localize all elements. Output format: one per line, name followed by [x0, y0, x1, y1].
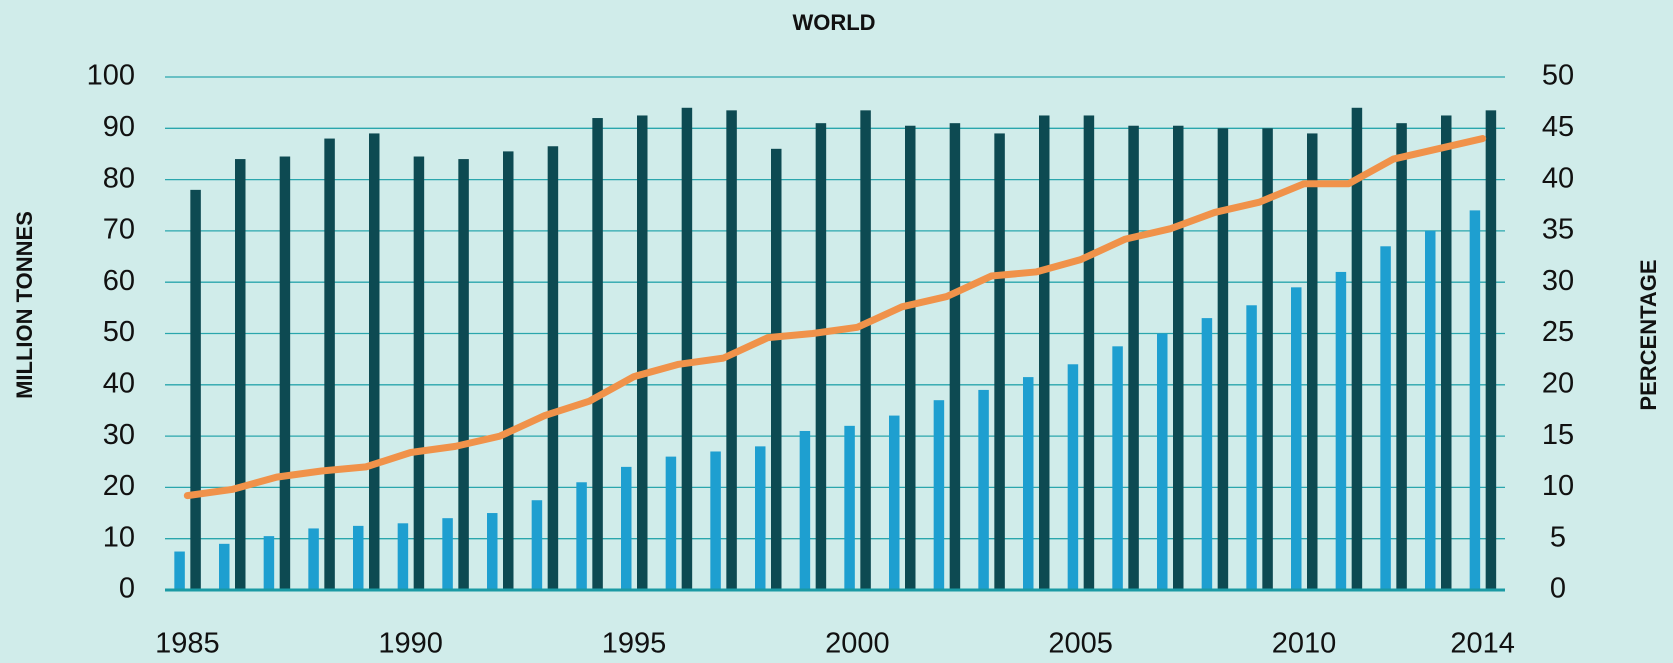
bar [324, 138, 335, 590]
y-tick-label: 20 [103, 470, 135, 502]
bar [1128, 125, 1139, 591]
bar [174, 551, 185, 590]
bar [279, 156, 291, 590]
bar [369, 133, 380, 590]
y-tick-label: 0 [119, 573, 135, 605]
y-axis-title: MILLION TONNES [12, 211, 37, 399]
bar [681, 107, 693, 590]
bar [547, 146, 559, 590]
chart-title: WORLD [792, 10, 875, 35]
x-tick-label: 1995 [602, 628, 667, 660]
x-tick-label: 2005 [1048, 628, 1113, 660]
y2-tick-label: 15 [1542, 419, 1574, 451]
bar [219, 543, 230, 590]
bar [1067, 364, 1079, 590]
bar [1039, 115, 1050, 590]
bar [1380, 246, 1391, 591]
y2-tick-label: 5 [1550, 521, 1566, 553]
bar [1246, 305, 1257, 590]
y2-tick-label: 25 [1542, 316, 1574, 348]
x-tick-label: 2010 [1272, 628, 1337, 660]
bar [905, 125, 916, 591]
bar [771, 148, 782, 590]
y-tick-label: 100 [87, 60, 135, 92]
bar [353, 525, 364, 590]
bar [1023, 377, 1034, 590]
bar [190, 189, 201, 591]
bar [665, 456, 677, 590]
line [183, 135, 1487, 500]
bar [637, 115, 648, 590]
bar [799, 430, 811, 590]
bar [503, 151, 514, 590]
bar [815, 123, 827, 591]
bar [263, 536, 275, 590]
y2-tick-label: 35 [1542, 214, 1574, 246]
bar [592, 118, 603, 590]
y-tick-label: 30 [103, 419, 135, 451]
y-tick-label: 80 [103, 162, 135, 194]
y2-tick-label: 30 [1542, 265, 1574, 297]
bar [933, 400, 945, 590]
bar [397, 523, 409, 590]
y2-tick-label: 45 [1542, 111, 1574, 143]
bar [413, 156, 425, 590]
y-tick-label: 10 [103, 521, 135, 553]
bar [1201, 318, 1213, 590]
bar [726, 110, 737, 590]
bar [308, 528, 319, 590]
bar [576, 482, 587, 590]
bar [235, 159, 246, 590]
bar [710, 451, 721, 590]
bar [1307, 133, 1318, 590]
y-tick-label: 60 [103, 265, 135, 297]
y2-tick-label: 10 [1542, 470, 1574, 502]
y-tick-label: 70 [103, 214, 135, 246]
bar [860, 110, 871, 590]
bar [1351, 107, 1363, 590]
bar [1112, 346, 1123, 590]
y2-tick-label: 40 [1542, 162, 1574, 194]
bar [1441, 115, 1452, 590]
bar [978, 389, 989, 590]
bar [1217, 128, 1229, 591]
bar [458, 159, 469, 590]
bar [994, 133, 1005, 590]
y-tick-label: 40 [103, 367, 135, 399]
bar [487, 513, 498, 590]
bar [1335, 271, 1347, 590]
y2-tick-label: 0 [1550, 573, 1566, 605]
bar [1262, 128, 1273, 591]
x-tick-label: 2014 [1450, 628, 1515, 660]
bar [1291, 287, 1302, 590]
bar [889, 415, 900, 590]
y-tick-label: 50 [103, 316, 135, 348]
bar [531, 500, 543, 590]
bar [755, 446, 766, 590]
bar [1425, 230, 1436, 590]
y2-axis-title: PERCENTAGE [1636, 259, 1661, 410]
x-tick-label: 2000 [825, 628, 890, 660]
bar [1469, 210, 1481, 590]
bar [621, 466, 632, 590]
bar [844, 425, 855, 590]
bar [1485, 110, 1497, 590]
y2-tick-label: 50 [1542, 60, 1574, 92]
bar [442, 518, 453, 590]
y2-tick-label: 20 [1542, 367, 1574, 399]
bar [1157, 333, 1168, 590]
x-tick-label: 1985 [155, 628, 220, 660]
bar [1396, 123, 1407, 591]
bar [949, 123, 961, 591]
x-tick-label: 1990 [378, 628, 443, 660]
bar [1173, 125, 1184, 591]
bar [1083, 115, 1095, 590]
y-tick-label: 90 [103, 111, 135, 143]
